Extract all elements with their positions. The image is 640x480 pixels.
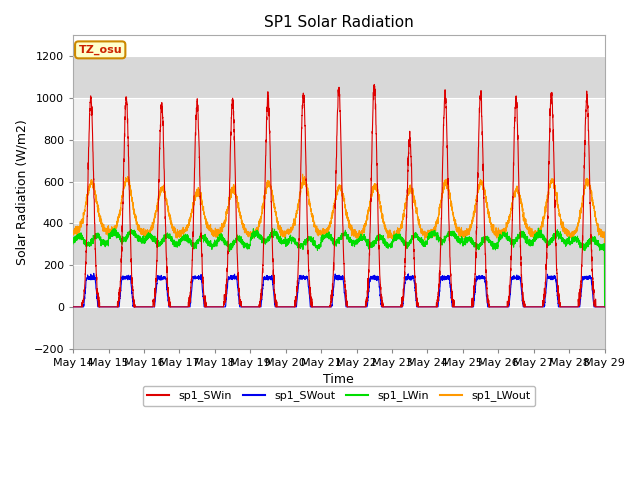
- sp1_SWin: [319, 304, 326, 310]
- sp1_SWout: [319, 304, 327, 310]
- Bar: [73, 223, 605, 265]
- Text: TZ_osu: TZ_osu: [78, 45, 122, 55]
- sp1_SWin: [69, 304, 77, 310]
- sp1_LWout: [319, 230, 327, 236]
- sp1_LWin: [600, 244, 608, 250]
- Bar: [73, 98, 605, 140]
- sp1_LWin: [69, 241, 77, 247]
- Bar: [73, 307, 605, 348]
- X-axis label: Time: Time: [323, 373, 354, 386]
- sp1_SWin: [600, 304, 608, 310]
- sp1_SWout: [600, 304, 608, 310]
- sp1_SWout: [488, 304, 496, 310]
- sp1_SWout: [429, 304, 436, 310]
- Line: sp1_LWout: sp1_LWout: [73, 174, 605, 307]
- Line: sp1_LWin: sp1_LWin: [73, 228, 605, 307]
- sp1_LWin: [458, 238, 465, 244]
- sp1_SWout: [90, 270, 97, 276]
- sp1_LWout: [488, 226, 496, 232]
- Title: SP1 Solar Radiation: SP1 Solar Radiation: [264, 15, 413, 30]
- Y-axis label: Solar Radiation (W/m2): Solar Radiation (W/m2): [15, 119, 28, 265]
- sp1_SWout: [601, 304, 609, 310]
- sp1_LWout: [69, 231, 77, 237]
- sp1_SWin: [601, 304, 609, 310]
- sp1_LWout: [299, 171, 307, 177]
- sp1_SWin: [429, 304, 436, 310]
- Line: sp1_SWin: sp1_SWin: [73, 84, 605, 307]
- sp1_LWin: [319, 232, 326, 238]
- sp1_LWin: [164, 234, 172, 240]
- sp1_LWout: [601, 304, 609, 310]
- sp1_SWout: [458, 304, 466, 310]
- sp1_LWout: [429, 227, 436, 232]
- sp1_SWin: [371, 82, 378, 87]
- Legend: sp1_SWin, sp1_SWout, sp1_LWin, sp1_LWout: sp1_SWin, sp1_SWout, sp1_LWin, sp1_LWout: [143, 386, 535, 406]
- Bar: [73, 140, 605, 181]
- sp1_LWout: [458, 231, 466, 237]
- Line: sp1_SWout: sp1_SWout: [73, 273, 605, 307]
- sp1_SWin: [164, 296, 172, 302]
- sp1_LWout: [600, 229, 608, 235]
- sp1_SWout: [165, 303, 173, 309]
- sp1_LWin: [534, 225, 542, 231]
- sp1_LWout: [164, 207, 172, 213]
- sp1_SWin: [458, 304, 466, 310]
- sp1_LWin: [488, 243, 496, 249]
- Bar: [73, 56, 605, 98]
- Bar: [73, 265, 605, 307]
- Bar: [73, 181, 605, 223]
- sp1_LWin: [601, 304, 609, 310]
- sp1_SWout: [69, 304, 77, 310]
- sp1_LWin: [428, 232, 436, 238]
- sp1_SWin: [488, 304, 496, 310]
